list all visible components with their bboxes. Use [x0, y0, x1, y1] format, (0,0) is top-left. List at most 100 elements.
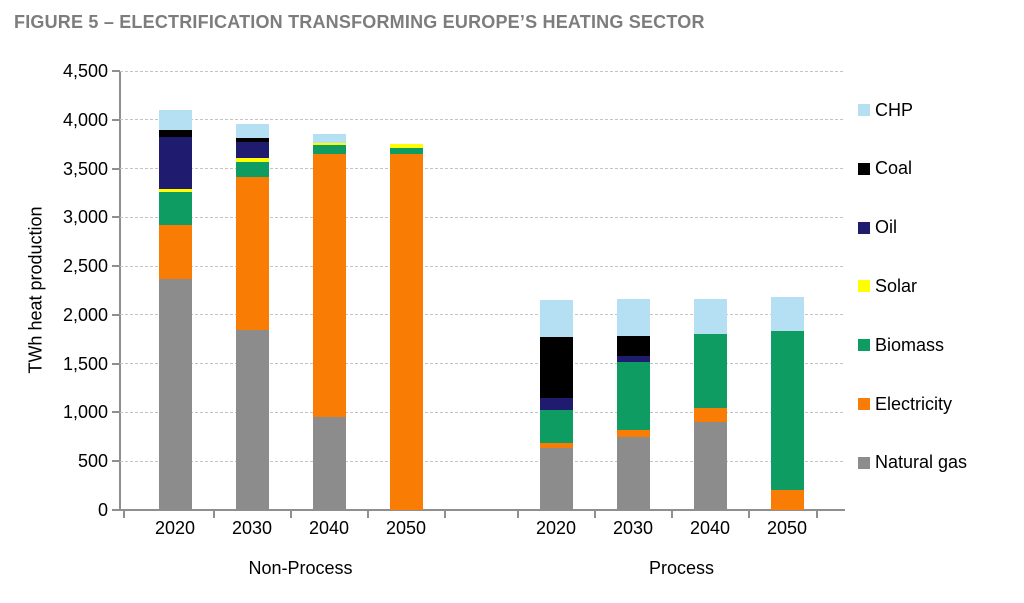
x-tick-mark: [366, 511, 369, 518]
gridline-500: [120, 460, 845, 462]
bar-non-process-2030: [235, 123, 269, 510]
bar-segment-electricity: [389, 153, 423, 510]
bar-segment-chp: [616, 299, 650, 337]
y-tick-mark: [112, 362, 120, 365]
legend-label-biomass: Biomass: [875, 334, 945, 355]
bar-segment-natural-gas: [235, 329, 269, 510]
bar-process-2030: [616, 299, 650, 510]
x-tick-mark: [443, 511, 446, 518]
bar-segment-natural-gas: [693, 422, 727, 510]
bar-segment-solar: [312, 142, 346, 146]
bar-segment-electricity: [158, 225, 192, 279]
x-axis-label-non-process-2020: 2020: [154, 518, 196, 538]
legend-swatch-solar-icon: [858, 280, 870, 293]
y-tick-mark: [112, 167, 120, 170]
legend-swatch-electricity-icon: [858, 398, 870, 410]
y-tick-label: 4,500: [62, 61, 108, 81]
legend-swatch-biomass-icon: [858, 339, 870, 352]
legend-item-biomass: Biomass: [858, 335, 944, 355]
legend-item-natural-gas: Natural gas: [858, 452, 968, 473]
x-tick-mark: [670, 511, 673, 518]
x-axis-line: [119, 509, 845, 511]
bar-segment-electricity: [235, 177, 269, 330]
bar-segment-biomass: [235, 161, 269, 178]
bar-process-2050: [770, 297, 804, 510]
x-axis-label-process-2020: 2020: [535, 518, 577, 538]
y-axis-title: TWh heat production: [25, 206, 46, 374]
legend-label-coal: Coal: [875, 158, 913, 179]
y-tick-label: 0: [97, 500, 108, 520]
bar-non-process-2050: [389, 144, 423, 510]
bar-segment-biomass: [158, 192, 192, 226]
figure-title: FIGURE 5 – ELECTRIFICATION TRANSFORMING …: [14, 12, 705, 32]
legend-item-electricity: Electricity: [858, 394, 952, 414]
x-tick-mark: [516, 511, 519, 518]
legend-swatch-oil-icon: [858, 221, 870, 234]
legend-label-electricity: Electricity: [875, 393, 953, 414]
y-tick-mark: [112, 216, 120, 219]
group-label-non-process: Non-Process: [248, 558, 353, 578]
legend-label-natural-gas: Natural gas: [875, 452, 968, 473]
bar-segment-biomass: [616, 361, 650, 431]
bar-segment-natural-gas: [539, 447, 573, 510]
bar-segment-natural-gas: [158, 278, 192, 510]
bar-segment-biomass: [312, 145, 346, 154]
bar-segment-natural-gas: [312, 416, 346, 510]
bar-segment-oil: [158, 137, 192, 190]
group-label-process: Process: [648, 558, 715, 578]
y-tick-label: 500: [77, 451, 108, 472]
y-tick-label: 1,000: [62, 402, 108, 423]
gridline-1000: [120, 411, 845, 413]
bar-segment-biomass: [389, 148, 423, 154]
bar-segment-chp: [539, 300, 573, 338]
chart-plot-area: 0 500 1,000 1,500 2,000 2,500 3,000 3,500 4,000 4…: [63, 61, 845, 578]
bar-segment-solar: [158, 189, 192, 192]
legend-item-coal: Coal: [858, 158, 913, 179]
y-tick-mark: [112, 460, 120, 463]
bar-segment-electricity: [770, 489, 804, 510]
bar-segment-oil: [616, 355, 650, 362]
bar-non-process-2020: [158, 110, 192, 510]
x-tick-mark: [747, 511, 750, 518]
gridline-1500: [120, 363, 845, 365]
bar-segment-electricity: [616, 430, 650, 438]
y-axis-line: [119, 71, 121, 510]
legend-label-chp: CHP: [875, 99, 914, 120]
legend-label-solar: Solar: [875, 275, 918, 296]
x-axis-label-process-2050: 2050: [766, 518, 808, 538]
gridline-3500: [120, 168, 845, 170]
bar-segment-biomass: [693, 334, 727, 409]
x-axis-label-process-2040: 2040: [689, 518, 731, 538]
y-tick-label: 3,500: [62, 158, 108, 179]
bar-segment-chp: [158, 110, 192, 130]
y-tick-mark: [112, 509, 120, 511]
bar-non-process-2040: [312, 133, 346, 510]
y-tick-mark: [112, 70, 120, 72]
y-tick-label: 2,000: [62, 304, 108, 325]
bar-segment-coal: [235, 138, 269, 143]
bar-segment-coal: [539, 337, 573, 398]
bar-segment-chp: [312, 133, 346, 143]
bar-segment-biomass: [770, 331, 804, 490]
y-tick-label: 2,500: [62, 256, 108, 277]
bar-segment-coal: [616, 336, 650, 356]
gridline-3000: [120, 216, 845, 218]
gridline-4000: [120, 119, 845, 121]
bar-segment-solar: [389, 144, 423, 149]
x-tick-mark: [593, 511, 596, 518]
legend-swatch-natural-gas-icon: [858, 456, 870, 469]
y-tick-mark: [112, 411, 120, 414]
x-tick-mark: [123, 511, 125, 518]
bar-segment-chp: [693, 299, 727, 335]
legend-item-chp: CHP: [858, 100, 913, 120]
x-axis-label-non-process-2050: 2050: [385, 518, 427, 538]
bar-segment-electricity: [693, 408, 727, 423]
y-tick-label: 4,000: [62, 109, 108, 130]
bar-segment-electricity: [312, 153, 346, 417]
bar-segment-coal: [158, 129, 192, 138]
gridline-4500: [120, 70, 845, 72]
y-tick-mark: [112, 313, 120, 316]
bar-segment-natural-gas: [616, 437, 650, 510]
bar-process-2020: [539, 300, 573, 510]
